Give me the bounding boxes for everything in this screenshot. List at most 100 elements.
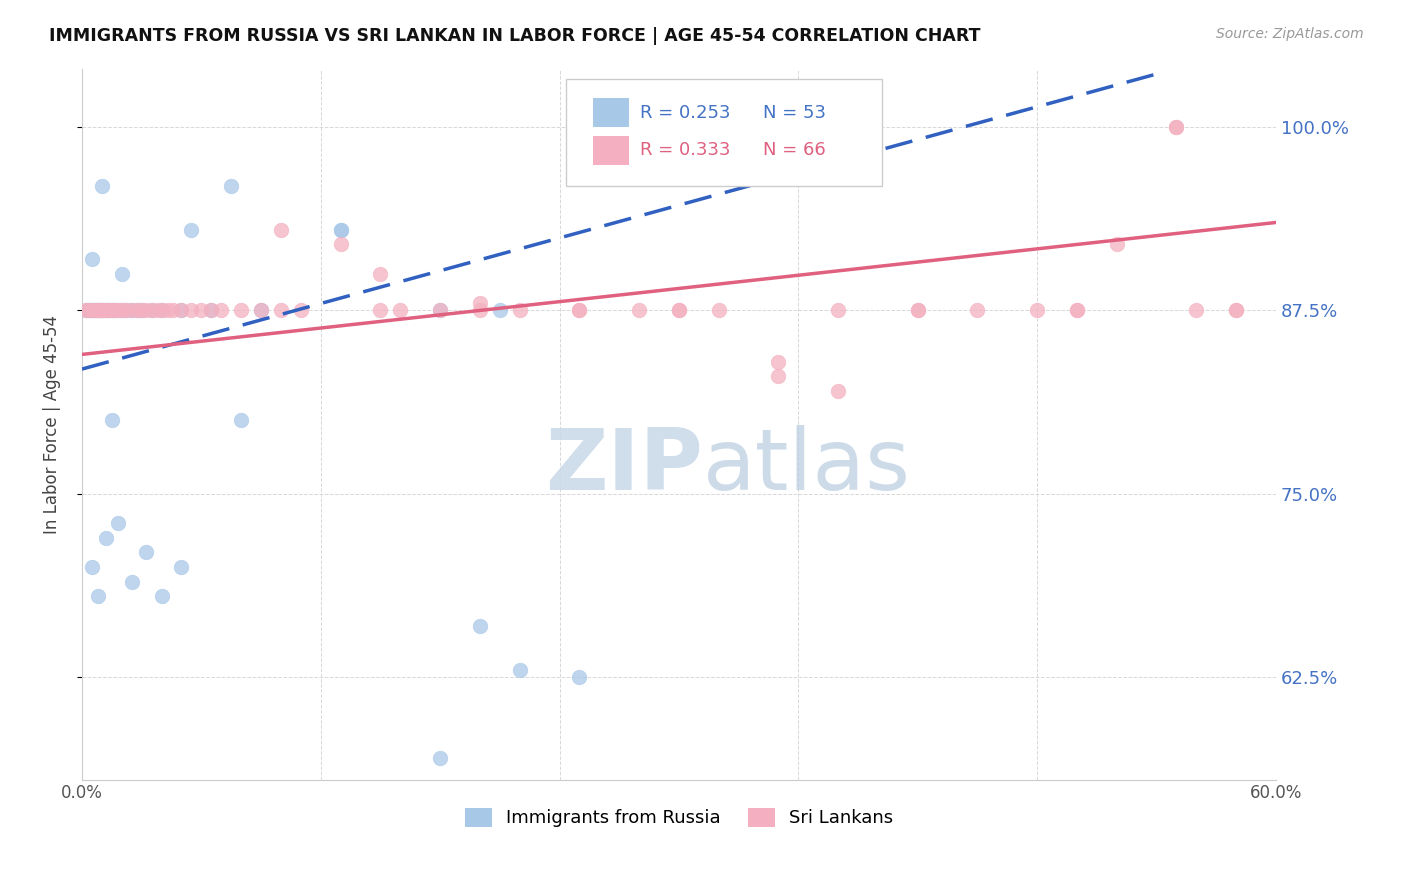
Sri Lankans <box>162 303 184 318</box>
Sri Lankans <box>468 303 491 318</box>
Immigrants from Russia <box>107 516 129 530</box>
Sri Lankans <box>270 303 292 318</box>
Sri Lankans <box>370 303 392 318</box>
Immigrants from Russia <box>141 303 163 318</box>
Immigrants from Russia <box>80 252 103 266</box>
Immigrants from Russia <box>329 223 352 237</box>
Sri Lankans <box>568 303 591 318</box>
Sri Lankans <box>907 303 929 318</box>
Sri Lankans <box>180 303 202 318</box>
Immigrants from Russia <box>79 303 101 318</box>
Immigrants from Russia <box>94 531 117 545</box>
Sri Lankans <box>1105 237 1128 252</box>
Immigrants from Russia <box>84 303 107 318</box>
Sri Lankans <box>170 303 193 318</box>
Immigrants from Russia <box>468 618 491 632</box>
Immigrants from Russia <box>87 590 110 604</box>
Sri Lankans <box>1225 303 1247 318</box>
Sri Lankans <box>768 355 790 369</box>
Sri Lankans <box>270 223 292 237</box>
Sri Lankans <box>101 303 124 318</box>
Sri Lankans <box>84 303 107 318</box>
Sri Lankans <box>370 267 392 281</box>
Text: Source: ZipAtlas.com: Source: ZipAtlas.com <box>1216 27 1364 41</box>
Immigrants from Russia <box>80 303 103 318</box>
Sri Lankans <box>468 296 491 310</box>
Sri Lankans <box>827 303 849 318</box>
Immigrants from Russia <box>131 303 153 318</box>
Legend: Immigrants from Russia, Sri Lankans: Immigrants from Russia, Sri Lankans <box>457 801 901 835</box>
Immigrants from Russia <box>250 303 273 318</box>
Text: ZIP: ZIP <box>546 425 703 508</box>
Immigrants from Russia <box>121 574 143 589</box>
Immigrants from Russia <box>429 750 451 764</box>
Immigrants from Russia <box>568 670 591 684</box>
Text: atlas: atlas <box>703 425 911 508</box>
Immigrants from Russia <box>114 303 136 318</box>
Sri Lankans <box>389 303 412 318</box>
Immigrants from Russia <box>94 303 117 318</box>
Sri Lankans <box>1225 303 1247 318</box>
Sri Lankans <box>1066 303 1088 318</box>
Sri Lankans <box>131 303 153 318</box>
Sri Lankans <box>1026 303 1049 318</box>
Sri Lankans <box>80 303 103 318</box>
Immigrants from Russia <box>150 590 173 604</box>
Immigrants from Russia <box>111 303 134 318</box>
Immigrants from Russia <box>83 303 105 318</box>
Sri Lankans <box>103 303 125 318</box>
Immigrants from Russia <box>135 545 157 559</box>
Sri Lankans <box>1166 120 1188 135</box>
Immigrants from Russia <box>103 303 125 318</box>
Immigrants from Russia <box>75 303 97 318</box>
Immigrants from Russia <box>121 303 143 318</box>
Immigrants from Russia <box>180 223 202 237</box>
Immigrants from Russia <box>111 267 134 281</box>
Sri Lankans <box>509 303 531 318</box>
Immigrants from Russia <box>89 303 111 318</box>
Immigrants from Russia <box>101 413 124 427</box>
Sri Lankans <box>150 303 173 318</box>
Immigrants from Russia <box>107 303 129 318</box>
Sri Lankans <box>87 303 110 318</box>
Immigrants from Russia <box>87 303 110 318</box>
Sri Lankans <box>668 303 690 318</box>
Sri Lankans <box>93 303 115 318</box>
Immigrants from Russia <box>170 560 193 574</box>
Sri Lankans <box>1066 303 1088 318</box>
Text: R = 0.333: R = 0.333 <box>640 141 730 160</box>
Sri Lankans <box>190 303 212 318</box>
Sri Lankans <box>768 369 790 384</box>
Immigrants from Russia <box>170 303 193 318</box>
Sri Lankans <box>628 303 651 318</box>
Immigrants from Russia <box>97 303 120 318</box>
Immigrants from Russia <box>90 303 112 318</box>
Sri Lankans <box>107 303 129 318</box>
Sri Lankans <box>668 303 690 318</box>
Sri Lankans <box>77 303 100 318</box>
Sri Lankans <box>156 303 179 318</box>
FancyBboxPatch shape <box>593 136 628 164</box>
Sri Lankans <box>89 303 111 318</box>
Sri Lankans <box>1185 303 1208 318</box>
Sri Lankans <box>90 303 112 318</box>
Sri Lankans <box>121 303 143 318</box>
Sri Lankans <box>97 303 120 318</box>
Sri Lankans <box>127 303 149 318</box>
Text: IMMIGRANTS FROM RUSSIA VS SRI LANKAN IN LABOR FORCE | AGE 45-54 CORRELATION CHAR: IMMIGRANTS FROM RUSSIA VS SRI LANKAN IN … <box>49 27 981 45</box>
Immigrants from Russia <box>101 303 124 318</box>
Immigrants from Russia <box>509 663 531 677</box>
Sri Lankans <box>141 303 163 318</box>
Immigrants from Russia <box>127 303 149 318</box>
Immigrants from Russia <box>90 303 112 318</box>
Sri Lankans <box>568 303 591 318</box>
Sri Lankans <box>114 303 136 318</box>
Immigrants from Russia <box>231 413 253 427</box>
Text: N = 53: N = 53 <box>762 103 825 121</box>
Immigrants from Russia <box>219 178 242 193</box>
Sri Lankans <box>200 303 222 318</box>
Sri Lankans <box>827 384 849 398</box>
Immigrants from Russia <box>77 303 100 318</box>
Immigrants from Russia <box>80 303 103 318</box>
Immigrants from Russia <box>150 303 173 318</box>
